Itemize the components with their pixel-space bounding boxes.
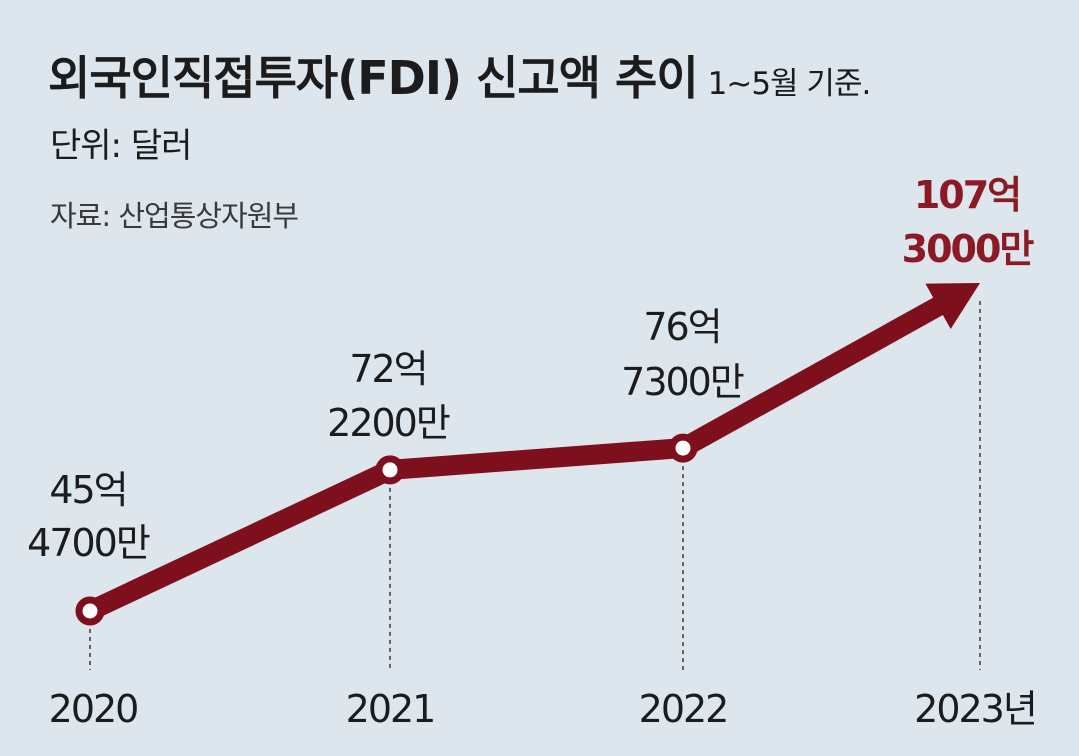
point-marker-2 xyxy=(668,433,698,463)
x-tick-label-3: 2023년 xyxy=(914,687,1036,731)
data-label-0-line-1: 4700만 xyxy=(27,521,150,565)
x-tick-label-2: 2022 xyxy=(639,687,728,731)
unit-label: 단위: 달러 xyxy=(50,126,192,166)
x-tick-label-0: 2020 xyxy=(49,687,138,731)
x-tick-label-1: 2021 xyxy=(346,687,435,731)
data-label-2-line-1: 7300만 xyxy=(621,360,744,404)
data-label-1-line-1: 2200만 xyxy=(327,401,450,445)
title-text: 외국인직접투자(FDI) 신고액 추이 xyxy=(48,51,699,105)
source-label: 자료: 산업통상자원부 xyxy=(50,199,299,233)
data-label-3-line-0: 107억 xyxy=(914,173,1020,217)
point-marker-1 xyxy=(375,455,405,485)
title-note: 1~5월 기준. xyxy=(707,66,872,102)
data-label-2-line-0: 76억 xyxy=(643,305,720,349)
data-label-3-line-1: 3000만 xyxy=(902,227,1035,271)
data-label-1-line-0: 72억 xyxy=(349,347,426,391)
series-line xyxy=(80,296,949,621)
data-label-0-line-0: 45억 xyxy=(49,468,126,512)
chart-title: 외국인직접투자(FDI) 신고액 추이 1~5월 기준. xyxy=(48,42,872,108)
arrowhead-marker xyxy=(925,283,980,330)
point-marker-0 xyxy=(75,596,105,626)
